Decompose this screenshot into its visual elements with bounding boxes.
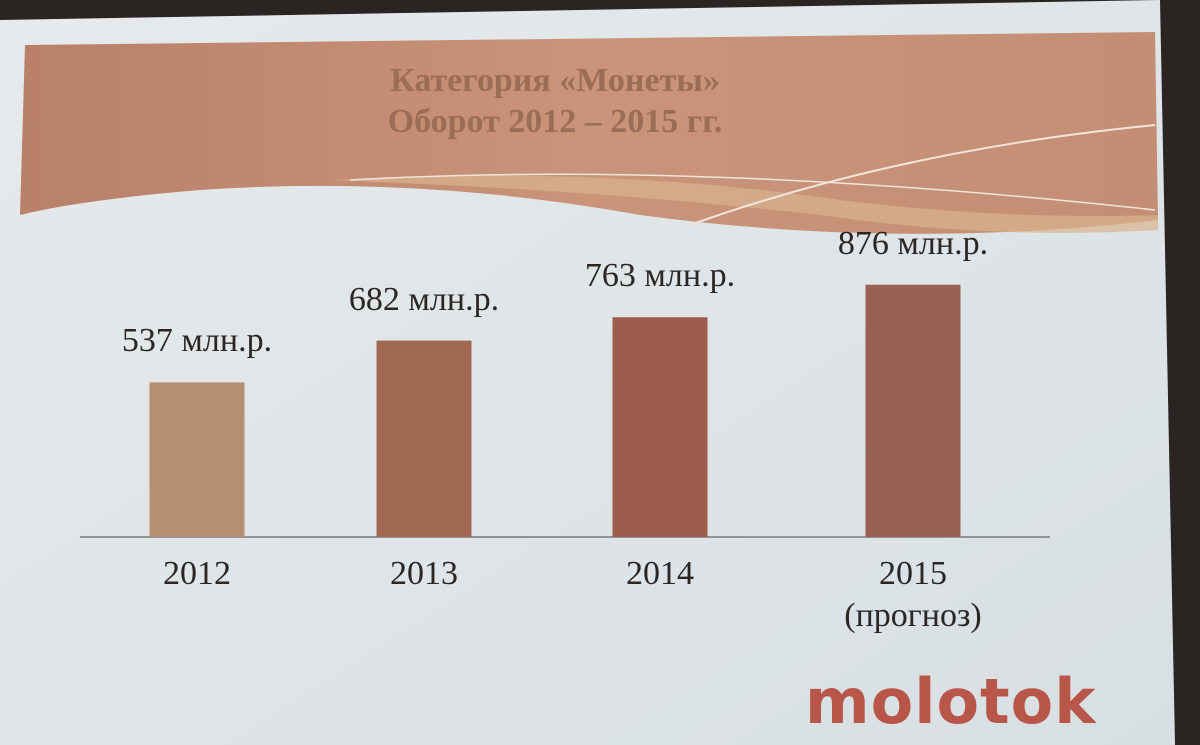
bar <box>612 317 708 537</box>
header-band <box>20 32 1158 234</box>
logo: molotok <box>805 665 1097 738</box>
chart-subtitle: Оборот 2012 – 2015 гг. <box>387 103 723 140</box>
data-label: 763 млн.р. <box>584 257 736 295</box>
x-tick-label: 2015 (прогноз) <box>844 555 982 634</box>
data-label: 682 млн.р. <box>348 280 500 318</box>
bar <box>865 284 961 537</box>
bar <box>376 340 472 537</box>
data-label: 537 млн.р. <box>121 322 273 360</box>
wave <box>330 175 1158 233</box>
chart-title: Категория «Монеты» <box>390 62 720 99</box>
x-tick-label: 2013 <box>390 555 458 592</box>
x-tick-label: 2012 <box>163 555 231 592</box>
data-label: 876 млн.р. <box>837 224 989 262</box>
wave-line <box>349 173 1156 211</box>
wave-line <box>689 124 1156 226</box>
bar <box>149 382 245 537</box>
x-tick-label: 2014 <box>626 555 694 592</box>
